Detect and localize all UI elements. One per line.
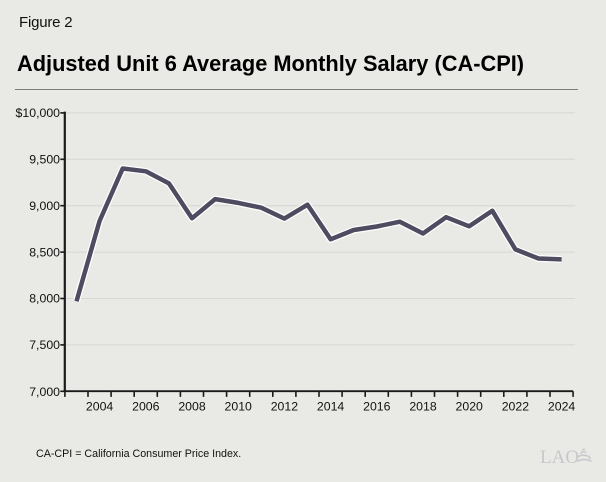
svg-text:2012: 2012 [271, 399, 299, 413]
svg-text:2022: 2022 [502, 399, 530, 413]
svg-text:8,500: 8,500 [29, 245, 60, 259]
svg-text:2004: 2004 [86, 399, 114, 413]
svg-text:2006: 2006 [132, 399, 160, 413]
svg-text:2008: 2008 [178, 399, 206, 413]
svg-text:7,500: 7,500 [29, 338, 60, 352]
svg-text:2018: 2018 [409, 399, 437, 413]
svg-text:2024: 2024 [548, 399, 576, 413]
svg-text:9,500: 9,500 [29, 153, 60, 167]
svg-text:2010: 2010 [225, 399, 253, 413]
svg-text:2020: 2020 [456, 399, 484, 413]
svg-text:8,000: 8,000 [29, 292, 60, 306]
svg-text:9,000: 9,000 [29, 199, 60, 213]
svg-text:2014: 2014 [317, 399, 345, 413]
svg-text:2016: 2016 [363, 399, 391, 413]
svg-text:LAO: LAO [540, 447, 579, 468]
svg-text:$10,000: $10,000 [16, 106, 61, 120]
svg-text:7,000: 7,000 [29, 385, 60, 399]
